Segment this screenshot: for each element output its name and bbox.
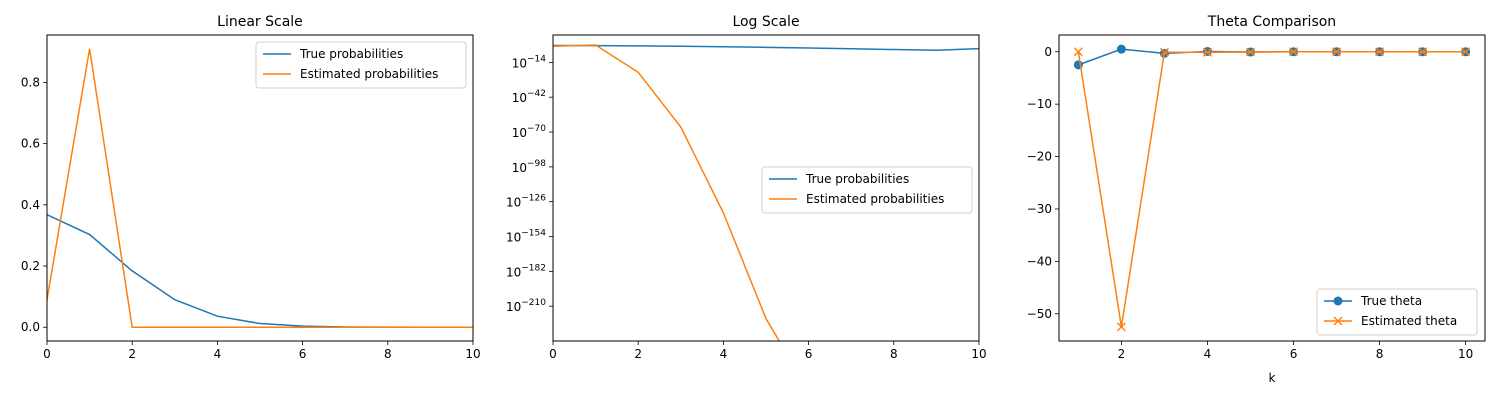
y-tick-exponent: −14: [527, 54, 546, 64]
y-tick-base: 10: [506, 300, 521, 314]
series-point-marker: [1116, 44, 1126, 54]
series-x-marker: [1159, 47, 1169, 57]
legend-label: True probabilities: [805, 172, 909, 186]
y-tick-label: 0.8: [21, 75, 40, 89]
y-tick-label: 10−126: [506, 194, 546, 210]
y-tick-exponent: −42: [527, 89, 546, 99]
legend-swatch-marker: [1333, 296, 1343, 306]
chart-title: Log Scale: [732, 14, 799, 30]
chart-title: Linear Scale: [217, 14, 303, 30]
y-tick-label: 10−154: [506, 229, 546, 245]
y-tick-exponent: −70: [527, 124, 546, 134]
series-x-marker: [1332, 47, 1342, 57]
legend-frame: [761, 166, 973, 214]
y-tick-label: −10: [1027, 97, 1052, 111]
y-tick-label: 0.6: [21, 137, 40, 151]
x-tick-label: 0: [43, 347, 51, 361]
series-x-marker: [1375, 47, 1385, 57]
series-line-1: [553, 44, 979, 52]
series-x-marker: [1461, 47, 1471, 57]
y-tick-label: 10−98: [512, 159, 547, 175]
y-tick-label: −40: [1027, 254, 1052, 268]
y-tick-base: 10: [512, 91, 527, 105]
x-tick-label: 4: [1204, 347, 1212, 361]
y-tick-label: 10−14: [512, 54, 547, 70]
y-tick-base: 10: [506, 265, 521, 279]
y-tick-base: 10: [512, 126, 527, 140]
y-tick-label: 10−70: [512, 124, 547, 140]
x-tick-label: 8: [384, 347, 392, 361]
y-tick-base: 10: [506, 196, 521, 210]
series-x-marker: [1289, 47, 1299, 57]
x-tick-label: 4: [720, 347, 728, 361]
y-tick-label: 0.0: [21, 320, 40, 334]
x-axis-label: k: [1269, 371, 1276, 385]
y-tick-label: −50: [1027, 307, 1052, 321]
plot-area: [47, 48, 473, 328]
series-x-marker: [1116, 322, 1126, 332]
legend-label: Estimated theta: [1361, 314, 1457, 328]
series-line-2: [553, 44, 781, 341]
y-tick-label: 0.4: [21, 198, 40, 212]
legend-swatch-marker: [1333, 316, 1343, 326]
legend-label: True probabilities: [299, 47, 403, 61]
y-tick-label: −20: [1027, 150, 1052, 164]
y-tick-base: 10: [512, 161, 527, 175]
axes-frame: [1058, 34, 1486, 342]
x-tick-label: 2: [634, 347, 642, 361]
axes-frame: [552, 34, 980, 342]
x-tick-label: 6: [1290, 347, 1298, 361]
series-x-marker: [1073, 47, 1083, 57]
chart-title: Theta Comparison: [1207, 14, 1336, 30]
series-line-1: [47, 213, 473, 328]
x-tick-label: 10: [1458, 347, 1473, 361]
y-tick-label: −30: [1027, 202, 1052, 216]
chart-panel-1: Linear Scale 0 2 4 6 8 10 0.0 0.2 0.4 0.6 0.8 True p…: [21, 14, 481, 361]
x-tick-label: 2: [128, 347, 136, 361]
legend-label: Estimated probabilities: [300, 67, 438, 81]
x-tick-label: 6: [805, 347, 813, 361]
x-tick-label: 2: [1118, 347, 1126, 361]
y-tick-label: 10−210: [506, 298, 546, 314]
series-x-marker: [1418, 47, 1428, 57]
x-tick-label: 4: [214, 347, 222, 361]
y-tick-label: 0.2: [21, 259, 40, 273]
legend: True probabilities Estimated probabilitie…: [255, 41, 467, 89]
legend-label: Estimated probabilities: [806, 192, 944, 206]
y-tick-exponent: −98: [527, 159, 546, 169]
legend-label: True theta: [1360, 294, 1422, 308]
x-tick-label: 6: [299, 347, 307, 361]
y-tick-label: 10−182: [506, 263, 546, 279]
x-tick-label: 8: [890, 347, 898, 361]
plot-area: [553, 44, 979, 341]
series-line-2: [47, 48, 473, 328]
legend-frame: [1316, 288, 1478, 336]
plot-area: [1073, 44, 1471, 332]
legend: True theta Estimated theta: [1316, 288, 1478, 336]
chart-panel-3: Theta Comparison 2 4 6 8 10 0 −10 −20 −30 −40 −50 k T…: [1027, 14, 1486, 385]
y-tick-exponent: −126: [521, 194, 546, 204]
y-tick-exponent: −182: [521, 263, 546, 273]
series-x-marker: [1245, 47, 1255, 57]
series-line-2: [1077, 51, 1466, 327]
series-x-marker: [1202, 47, 1212, 57]
x-tick-label: 10: [971, 347, 986, 361]
legend: True probabilities Estimated probabilitie…: [761, 166, 973, 214]
y-tick-base: 10: [506, 231, 521, 245]
y-tick-exponent: −210: [521, 298, 546, 308]
y-tick-base: 10: [512, 56, 527, 70]
y-tick-label: 10−42: [512, 89, 546, 105]
x-tick-label: 0: [549, 347, 557, 361]
legend-frame: [255, 41, 467, 89]
y-tick-label: 0: [1044, 45, 1052, 59]
x-tick-label: 10: [465, 347, 480, 361]
axes-frame: [46, 34, 474, 342]
y-tick-exponent: −154: [521, 229, 546, 239]
x-tick-label: 8: [1376, 347, 1384, 361]
